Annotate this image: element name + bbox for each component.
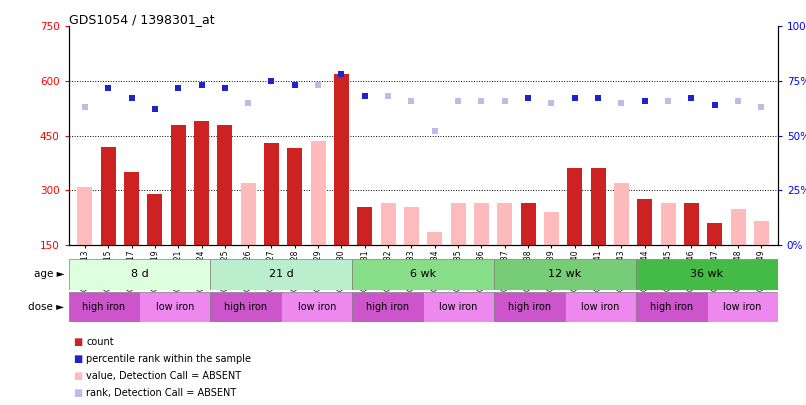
Text: ■: ■ [73,388,83,398]
Bar [210,259,352,290]
Text: 12 wk: 12 wk [548,269,582,279]
Text: ■: ■ [73,354,83,364]
Bar [474,203,489,245]
Text: low iron: low iron [156,302,194,312]
Bar [404,207,419,245]
Bar [171,125,185,245]
Text: GDS1054 / 1398301_at: GDS1054 / 1398301_at [69,13,214,26]
Bar [310,141,326,245]
Text: count: count [86,337,114,347]
Bar [147,194,163,245]
Text: high iron: high iron [224,302,268,312]
Bar [614,183,629,245]
Bar [69,292,139,322]
Text: high iron: high iron [508,302,551,312]
Bar [281,292,352,322]
Text: percentile rank within the sample: percentile rank within the sample [86,354,251,364]
Text: high iron: high iron [82,302,126,312]
Text: high iron: high iron [650,302,693,312]
Bar [423,292,494,322]
Bar [636,292,707,322]
Bar [494,259,636,290]
Bar [352,259,494,290]
Text: 36 wk: 36 wk [690,269,724,279]
Text: low iron: low iron [439,302,478,312]
Text: low iron: low iron [723,302,762,312]
Bar [565,292,636,322]
Text: age ►: age ► [34,269,64,279]
Text: ■: ■ [73,371,83,381]
Text: rank, Detection Call = ABSENT: rank, Detection Call = ABSENT [86,388,236,398]
Bar [636,259,778,290]
Bar [77,187,93,245]
Bar [497,203,513,245]
Bar [264,143,279,245]
Bar [101,147,116,245]
Bar [69,259,210,290]
Bar [218,125,232,245]
Bar [240,183,256,245]
Bar [521,203,536,245]
Bar [380,203,396,245]
Bar [139,292,210,322]
Bar [754,221,769,245]
Bar [544,212,559,245]
Text: 6 wk: 6 wk [410,269,436,279]
Text: ■: ■ [73,337,83,347]
Text: high iron: high iron [366,302,409,312]
Bar [357,207,372,245]
Bar [661,203,675,245]
Text: low iron: low iron [297,302,336,312]
Bar [638,200,652,245]
Bar [334,74,349,245]
Bar [730,209,746,245]
Text: dose ►: dose ► [28,302,64,312]
Bar [567,168,583,245]
Bar [210,292,281,322]
Bar [707,292,778,322]
Bar [451,203,466,245]
Bar [707,223,722,245]
Bar [427,232,442,245]
Bar [287,149,302,245]
Bar [591,168,606,245]
Bar [124,172,139,245]
Text: value, Detection Call = ABSENT: value, Detection Call = ABSENT [86,371,241,381]
Bar [683,203,699,245]
Text: low iron: low iron [581,302,620,312]
Bar [194,121,209,245]
Text: 21 d: 21 d [269,269,293,279]
Text: 8 d: 8 d [131,269,148,279]
Bar [352,292,423,322]
Bar [494,292,565,322]
